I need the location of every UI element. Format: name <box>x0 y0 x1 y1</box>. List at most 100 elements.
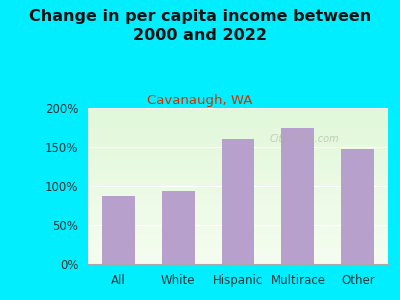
Bar <box>88 228 388 230</box>
Bar <box>88 258 388 259</box>
Bar <box>88 146 388 147</box>
Bar <box>88 144 388 146</box>
Bar <box>88 108 388 110</box>
Bar <box>88 230 388 231</box>
Bar <box>88 234 388 236</box>
Bar <box>88 212 388 214</box>
Text: Cavanaugh, WA: Cavanaugh, WA <box>147 94 253 107</box>
Bar <box>88 150 388 152</box>
Bar <box>88 259 388 261</box>
Bar <box>88 197 388 199</box>
Bar <box>88 131 388 133</box>
Bar <box>88 251 388 253</box>
Bar <box>88 142 388 144</box>
Bar <box>88 172 388 173</box>
Bar <box>88 181 388 183</box>
Bar <box>282 128 314 264</box>
Bar <box>88 205 388 206</box>
Bar <box>88 166 388 167</box>
Bar <box>88 134 388 136</box>
Bar <box>88 203 388 205</box>
Bar <box>88 233 388 234</box>
Bar <box>88 219 388 220</box>
Bar <box>88 250 388 251</box>
Bar <box>88 117 388 119</box>
Bar <box>88 170 388 172</box>
Bar <box>88 173 388 175</box>
Bar <box>88 177 388 178</box>
Bar <box>88 111 388 113</box>
Bar <box>88 239 388 241</box>
Bar <box>162 191 194 264</box>
Bar <box>88 241 388 242</box>
Bar <box>88 186 388 188</box>
Bar <box>88 216 388 217</box>
Bar <box>102 196 135 264</box>
Bar <box>88 124 388 125</box>
Bar <box>88 224 388 225</box>
Bar <box>88 222 388 224</box>
Bar <box>88 127 388 128</box>
Bar <box>88 248 388 250</box>
Bar <box>88 169 388 170</box>
Bar <box>88 226 388 228</box>
Bar <box>88 192 388 194</box>
Bar <box>88 114 388 116</box>
Bar <box>88 113 388 114</box>
Bar <box>88 245 388 247</box>
Bar <box>88 220 388 222</box>
Bar <box>88 148 388 150</box>
Bar <box>88 167 388 169</box>
Bar <box>88 116 388 117</box>
Bar <box>88 231 388 233</box>
Bar <box>88 238 388 239</box>
Bar <box>341 148 374 264</box>
Bar <box>88 164 388 166</box>
Bar <box>88 125 388 127</box>
Bar <box>88 155 388 156</box>
Bar <box>88 119 388 121</box>
Bar <box>88 184 388 186</box>
Bar <box>88 128 388 130</box>
Bar <box>88 136 388 138</box>
Bar <box>88 122 388 124</box>
Bar <box>88 244 388 245</box>
Bar <box>88 202 388 203</box>
Bar <box>88 261 388 262</box>
Bar <box>88 158 388 160</box>
Bar <box>88 247 388 248</box>
Bar <box>88 175 388 177</box>
Bar <box>88 211 388 212</box>
Bar <box>88 188 388 189</box>
Bar <box>88 253 388 255</box>
Bar <box>88 130 388 131</box>
Bar <box>88 178 388 180</box>
Bar <box>88 209 388 211</box>
Bar <box>88 147 388 148</box>
Bar <box>88 191 388 192</box>
Bar <box>88 262 388 264</box>
Bar <box>88 152 388 153</box>
Bar <box>88 121 388 122</box>
Text: City-Data.com: City-Data.com <box>269 134 339 144</box>
Bar <box>88 183 388 184</box>
Bar <box>88 194 388 195</box>
Bar <box>88 236 388 238</box>
Bar <box>88 139 388 141</box>
Bar <box>88 180 388 181</box>
Bar <box>88 199 388 200</box>
Bar <box>88 153 388 155</box>
Bar <box>88 189 388 191</box>
Bar <box>88 156 388 158</box>
Bar <box>88 163 388 164</box>
Bar <box>88 200 388 202</box>
Bar <box>88 217 388 219</box>
Bar <box>222 139 254 264</box>
Bar <box>88 141 388 142</box>
Bar <box>88 160 388 161</box>
Bar <box>88 255 388 256</box>
Bar <box>88 195 388 197</box>
Bar <box>88 161 388 163</box>
Bar <box>88 138 388 139</box>
Bar <box>88 208 388 209</box>
